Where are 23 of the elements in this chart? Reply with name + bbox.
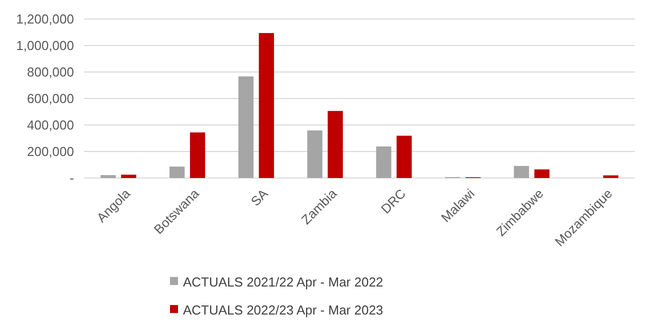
y-tick-label: 1,000,000 (16, 38, 74, 54)
bar (534, 169, 550, 178)
legend-label: ACTUALS 2022/23 Apr - Mar 2023 (183, 302, 384, 318)
bar (258, 33, 274, 178)
y-tick-label: 200,000 (27, 144, 74, 160)
bar (376, 146, 392, 178)
bar (396, 136, 412, 178)
y-tick-label: 1,200,000 (16, 12, 74, 27)
y-tick-label: 400,000 (27, 118, 74, 133)
bar (328, 110, 343, 178)
bar (100, 175, 116, 178)
bar (170, 166, 185, 178)
bar (121, 174, 136, 178)
bar (307, 130, 322, 178)
bar (514, 166, 530, 178)
y-tick-label: 600,000 (27, 91, 74, 106)
y-tick-label: 800,000 (27, 64, 74, 80)
x-tick-label: SA (248, 186, 271, 209)
bar (238, 76, 254, 178)
legend-label: ACTUALS 2021/22 Apr - Mar 2022 (183, 274, 384, 290)
bar (603, 175, 618, 178)
y-tick-label: - (70, 170, 74, 186)
bar (190, 132, 206, 178)
